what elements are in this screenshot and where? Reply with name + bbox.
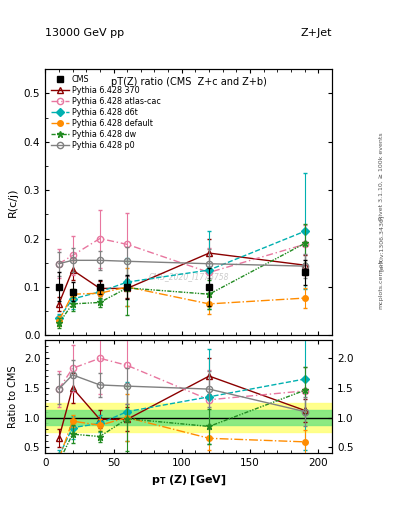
Text: 13000 GeV pp: 13000 GeV pp — [45, 28, 124, 38]
Text: CMS_2020_I1776758: CMS_2020_I1776758 — [149, 272, 229, 281]
Text: Rivet 3.1.10, ≥ 100k events: Rivet 3.1.10, ≥ 100k events — [379, 133, 384, 221]
Y-axis label: Ratio to CMS: Ratio to CMS — [8, 366, 18, 428]
Y-axis label: R(c/j): R(c/j) — [8, 187, 18, 217]
Text: Z+Jet: Z+Jet — [301, 28, 332, 38]
Text: pT(Z) ratio (CMS  Z+c and Z+b): pT(Z) ratio (CMS Z+c and Z+b) — [111, 77, 266, 87]
Text: [arXiv:1306.3436]: [arXiv:1306.3436] — [379, 215, 384, 271]
X-axis label: $\mathbf{p_T}$ $\mathbf{(Z)}$ $\mathbf{[GeV]}$: $\mathbf{p_T}$ $\mathbf{(Z)}$ $\mathbf{[… — [151, 474, 226, 487]
Text: mcplots.cern.ch: mcplots.cern.ch — [379, 259, 384, 309]
Legend: CMS, Pythia 6.428 370, Pythia 6.428 atlas-cac, Pythia 6.428 d6t, Pythia 6.428 de: CMS, Pythia 6.428 370, Pythia 6.428 atla… — [48, 72, 164, 153]
